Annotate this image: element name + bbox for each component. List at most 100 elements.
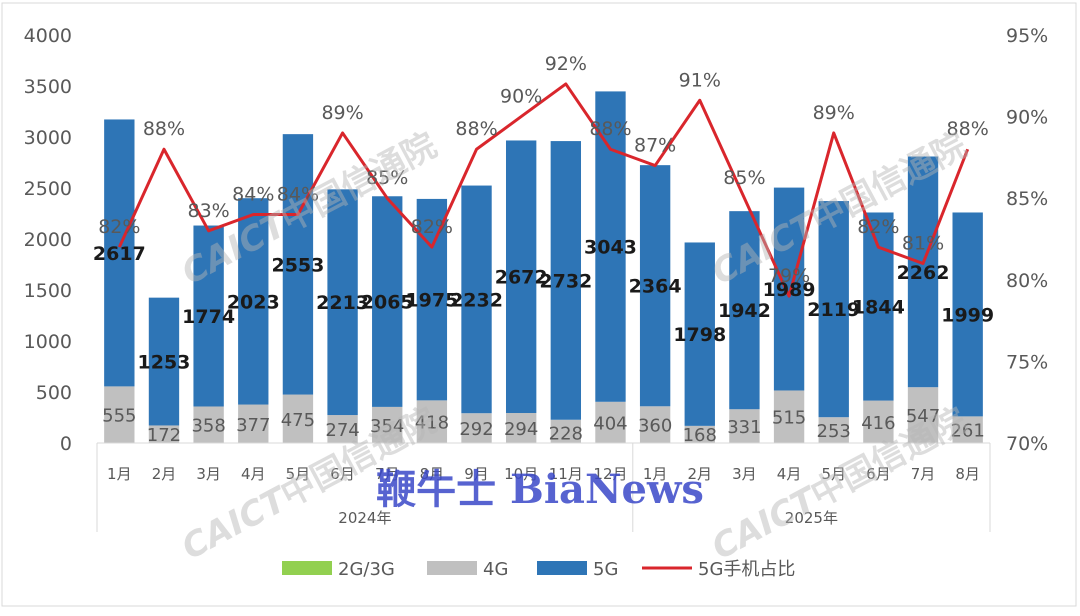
- bar-4g: [505, 413, 537, 443]
- data-label-5g: 2732: [539, 270, 592, 292]
- bar-5g: [639, 165, 671, 407]
- data-label-5g: 1774: [182, 306, 235, 328]
- x-tick-label: 1月: [107, 465, 132, 483]
- data-label-share: 88%: [589, 118, 631, 140]
- legend-label: 4G: [483, 559, 508, 580]
- x-tick-label: 8月: [955, 465, 980, 483]
- data-label-4g: 354: [370, 416, 404, 437]
- bar-4g: [372, 406, 403, 443]
- y-right-tick-label: 95%: [1006, 25, 1048, 47]
- data-label-4g: 228: [549, 424, 583, 445]
- x-tick-label: 6月: [866, 465, 891, 483]
- data-label-5g: 2364: [629, 276, 682, 298]
- data-label-5g: 1975: [405, 290, 458, 312]
- x-tick-label: 9月: [464, 465, 489, 483]
- x-tick-label: 2月: [152, 465, 177, 483]
- x-tick-label: 5月: [286, 465, 311, 483]
- data-label-4g: 261: [950, 421, 984, 442]
- bar-4g: [550, 419, 582, 443]
- y-left-tick-label: 2500: [24, 178, 72, 200]
- legend-swatch: [427, 561, 477, 575]
- legend-swatch: [537, 561, 587, 575]
- bar-5g: [193, 225, 224, 407]
- data-label-share: 92%: [545, 53, 587, 75]
- legend-item: 2G/3G: [282, 559, 395, 580]
- bar-4g: [773, 390, 805, 443]
- legend-label: 2G/3G: [338, 559, 395, 580]
- x-tick-label: 12月: [593, 465, 627, 483]
- y-left-tick-label: 1500: [24, 280, 72, 302]
- y-left-tick-label: 0: [60, 433, 72, 455]
- x-tick-label: 6月: [330, 465, 355, 483]
- data-label-share: 85%: [366, 167, 408, 189]
- data-label-4g: 475: [281, 410, 315, 431]
- bar-5g: [372, 196, 403, 407]
- legend-label: 5G: [593, 559, 618, 580]
- data-label-share: 89%: [321, 102, 363, 124]
- x-tick-label: 3月: [732, 465, 757, 483]
- data-label-5g: 2617: [93, 243, 146, 265]
- data-label-5g: 1999: [941, 304, 994, 326]
- x-group-label: 2025年: [785, 509, 838, 527]
- bar-4g: [863, 400, 894, 443]
- x-tick-label: 7月: [911, 465, 936, 483]
- data-label-share: 84%: [277, 184, 319, 206]
- x-tick-label: 8月: [420, 465, 445, 483]
- bianews-watermark: 鞭牛士 BiaNews: [376, 466, 704, 513]
- data-label-5g: 2119: [807, 299, 860, 321]
- bar-5g: [818, 201, 849, 418]
- data-label-4g: 274: [325, 420, 359, 441]
- x-tick-label: 4月: [777, 465, 802, 483]
- bar-4g: [461, 413, 492, 443]
- y-left-tick-label: 4000: [24, 25, 72, 47]
- data-label-4g: 416: [861, 413, 895, 434]
- data-label-share: 85%: [723, 167, 765, 189]
- bar-4g: [907, 387, 939, 443]
- y-right-tick-label: 75%: [1006, 351, 1048, 373]
- data-label-4g: 331: [727, 417, 761, 438]
- bar-4g: [684, 425, 715, 443]
- y-right-tick-label: 80%: [1006, 270, 1048, 292]
- data-label-share: 90%: [500, 86, 542, 108]
- data-label-4g: 377: [236, 415, 270, 436]
- data-label-4g: 168: [683, 425, 717, 446]
- bar-5g: [148, 297, 180, 426]
- bar-4g: [729, 409, 760, 443]
- x-tick-label: 1月: [643, 465, 668, 483]
- data-label-share: 81%: [902, 232, 944, 254]
- bar-5g: [282, 134, 314, 395]
- data-label-4g: 358: [191, 416, 225, 437]
- data-label-4g: 515: [772, 408, 806, 429]
- bar-4g: [639, 406, 671, 443]
- data-label-share: 84%: [232, 184, 274, 206]
- data-label-5g: 2023: [227, 291, 280, 313]
- data-label-5g: 2065: [361, 292, 414, 314]
- data-label-share: 79%: [768, 265, 810, 287]
- bar-5g: [416, 198, 448, 401]
- data-label-5g: 2213: [316, 292, 369, 314]
- legend-item: 5G: [537, 559, 618, 580]
- bar-5g: [907, 156, 939, 388]
- data-label-4g: 253: [817, 421, 851, 442]
- x-tick-label: 2月: [688, 465, 713, 483]
- data-label-5g: 1798: [673, 324, 726, 346]
- y-left-tick-label: 2000: [24, 229, 72, 251]
- y-left-tick-label: 3500: [24, 76, 72, 98]
- bar-5g: [104, 119, 135, 387]
- data-label-share: 82%: [857, 216, 899, 238]
- bar-5g: [550, 141, 582, 420]
- data-label-5g: 2262: [897, 262, 950, 284]
- bar-4g: [148, 425, 180, 443]
- y-right-tick-label: 85%: [1006, 188, 1048, 210]
- data-label-4g: 360: [638, 416, 672, 437]
- data-label-4g: 418: [415, 413, 449, 434]
- share-line: [117, 82, 970, 298]
- data-label-share: 91%: [679, 69, 721, 91]
- data-label-5g: 1989: [763, 279, 816, 301]
- bar-5g: [238, 198, 269, 405]
- y-right-tick-label: 70%: [1006, 433, 1048, 455]
- data-label-4g: 294: [504, 419, 538, 440]
- bar-5g: [327, 189, 358, 416]
